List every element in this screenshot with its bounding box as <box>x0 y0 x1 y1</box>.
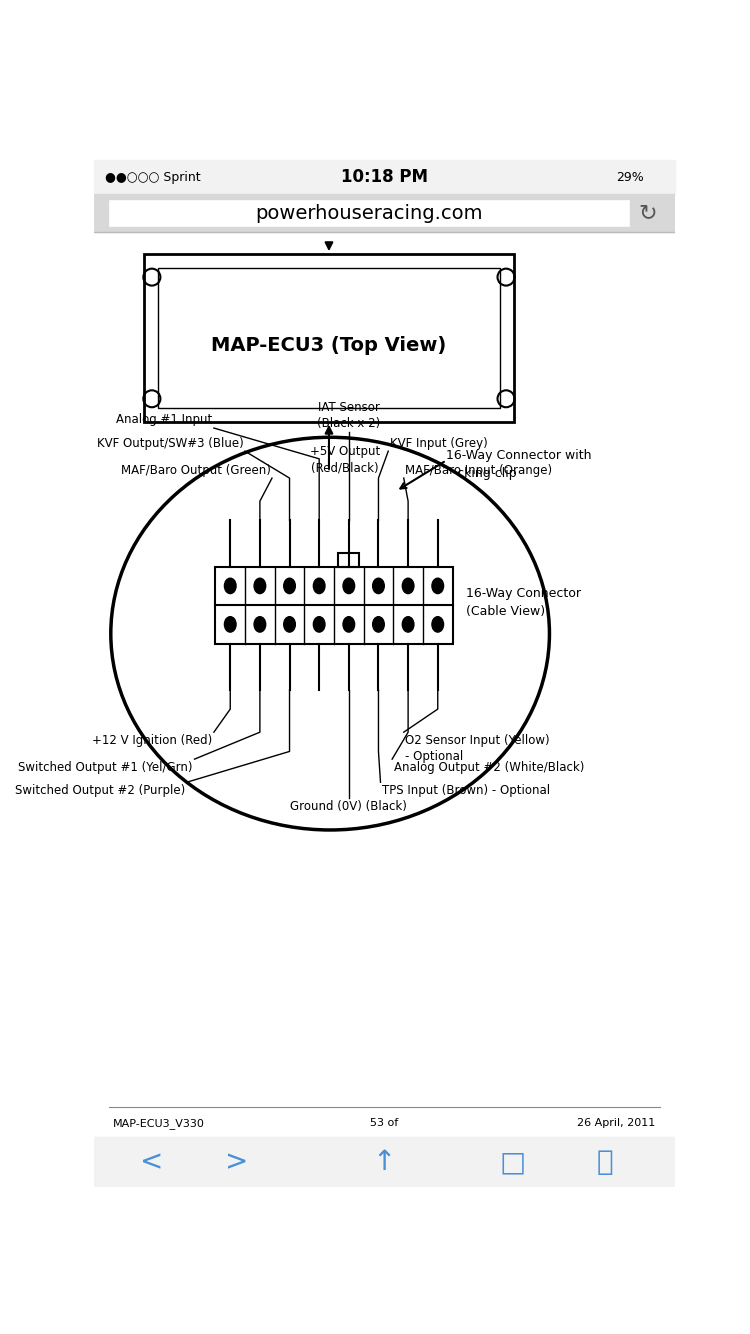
Text: powerhouseracing.com: powerhouseracing.com <box>255 204 483 223</box>
Ellipse shape <box>343 616 355 632</box>
Ellipse shape <box>224 616 236 632</box>
Text: □: □ <box>500 1149 525 1177</box>
Text: ↻: ↻ <box>638 203 657 223</box>
Text: 16-Way Connector
(Cable View): 16-Way Connector (Cable View) <box>466 587 580 619</box>
Ellipse shape <box>373 578 384 594</box>
Text: Analog #1 Input: Analog #1 Input <box>116 414 212 427</box>
Ellipse shape <box>254 616 266 632</box>
Text: <: < <box>140 1149 164 1177</box>
Bar <box>94 160 675 193</box>
Text: ↑: ↑ <box>373 1149 396 1177</box>
Ellipse shape <box>254 578 266 594</box>
Text: MAF/Baro Input (Orange): MAF/Baro Input (Orange) <box>405 463 553 476</box>
Text: 53 of: 53 of <box>370 1118 398 1129</box>
Ellipse shape <box>432 616 443 632</box>
Text: O2 Sensor Input (Yellow)
- Optional: O2 Sensor Input (Yellow) - Optional <box>405 734 550 763</box>
Ellipse shape <box>284 578 296 594</box>
Text: IAT Sensor
(Black x 2): IAT Sensor (Black x 2) <box>317 402 380 431</box>
Text: Ground (0V) (Black): Ground (0V) (Black) <box>290 800 407 812</box>
Bar <box>158 268 500 408</box>
Text: Switched Output #1 (Yel/Grn): Switched Output #1 (Yel/Grn) <box>19 760 193 774</box>
Bar <box>215 567 452 643</box>
Text: +5V Output
(Red/Black): +5V Output (Red/Black) <box>310 446 380 475</box>
Text: 29%: 29% <box>616 171 644 184</box>
Ellipse shape <box>314 578 325 594</box>
Bar <box>144 253 514 422</box>
Ellipse shape <box>284 616 296 632</box>
Text: +12 V Ignition (Red): +12 V Ignition (Red) <box>92 734 212 747</box>
Text: KVF Output/SW#3 (Blue): KVF Output/SW#3 (Blue) <box>97 436 243 450</box>
Text: >: > <box>226 1149 249 1177</box>
Ellipse shape <box>432 578 443 594</box>
Text: TPS Input (Brown) - Optional: TPS Input (Brown) - Optional <box>382 784 550 796</box>
Bar <box>94 193 675 232</box>
Text: 16-Way Connector with
locking clip: 16-Way Connector with locking clip <box>446 448 592 480</box>
Text: ⎕: ⎕ <box>597 1149 613 1177</box>
Bar <box>94 232 675 1137</box>
Ellipse shape <box>373 616 384 632</box>
Text: MAP-ECU3_V330: MAP-ECU3_V330 <box>113 1118 205 1129</box>
Text: 10:18 PM: 10:18 PM <box>340 168 427 185</box>
Ellipse shape <box>402 578 414 594</box>
Text: KVF Input (Grey): KVF Input (Grey) <box>390 436 488 450</box>
Text: Analog Output #2 (White/Black): Analog Output #2 (White/Black) <box>394 760 584 774</box>
Text: ●●○○○ Sprint: ●●○○○ Sprint <box>105 171 201 184</box>
Bar <box>338 552 359 567</box>
Bar <box>94 1137 675 1187</box>
Text: Switched Output #2 (Purple): Switched Output #2 (Purple) <box>15 784 185 796</box>
Ellipse shape <box>402 616 414 632</box>
Ellipse shape <box>224 578 236 594</box>
Ellipse shape <box>111 438 550 830</box>
Text: MAF/Baro Output (Green): MAF/Baro Output (Green) <box>121 463 271 476</box>
Bar <box>110 200 628 227</box>
Ellipse shape <box>343 578 355 594</box>
Text: MAP-ECU3 (Top View): MAP-ECU3 (Top View) <box>211 336 446 355</box>
Ellipse shape <box>314 616 325 632</box>
Text: 26 April, 2011: 26 April, 2011 <box>578 1118 656 1129</box>
